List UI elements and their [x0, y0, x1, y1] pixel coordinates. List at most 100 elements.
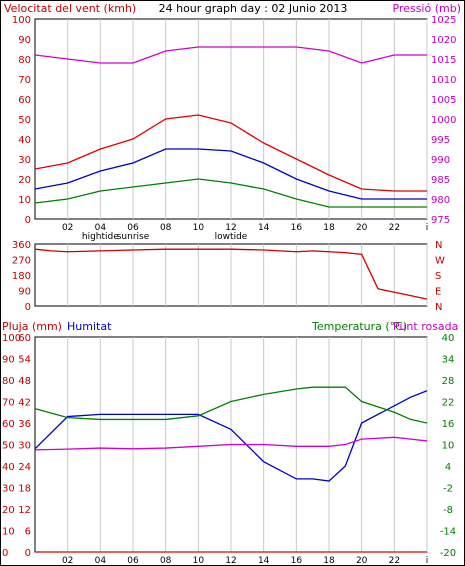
- humidity-y-tick-label: 10: [2, 527, 15, 538]
- wind-y-tick-label: 40: [18, 135, 31, 146]
- wind-y-tick-label: 50: [18, 115, 31, 126]
- temperature-y-tick-label: 16: [442, 419, 455, 430]
- x-tick-label: 20: [356, 223, 368, 233]
- x-tick-label: 12: [225, 223, 236, 233]
- rain-y-tick-label: 30: [18, 441, 31, 452]
- x-tick-label: 04: [95, 556, 107, 566]
- rain-y-tick-label: 54: [18, 355, 31, 366]
- direction-y-tick-label: 90: [18, 287, 31, 298]
- direction-y-tick-label: 270: [12, 256, 31, 267]
- humidity-y-tick-label: 70: [2, 398, 15, 409]
- x-tick-label: 08: [160, 223, 172, 233]
- humidity-y-tick-label: 30: [2, 484, 15, 495]
- x-event-label: hightide: [82, 232, 119, 242]
- pressure-y-tick-label: 1010: [431, 75, 456, 86]
- x-tick-label: 16: [291, 556, 303, 566]
- direction-compass-label: S: [435, 271, 441, 282]
- rain-y-tick-label: 42: [18, 398, 31, 409]
- pressure-y-tick-label: 1025: [431, 15, 456, 26]
- humidity-y-tick-label: 80: [2, 376, 15, 387]
- wind-y-tick-label: 60: [18, 95, 31, 106]
- wind-y-tick-label: 100: [12, 15, 31, 26]
- x-tick-label: 16: [291, 223, 303, 233]
- direction-compass-label: N: [435, 240, 442, 251]
- x-tick-label: 06: [127, 223, 139, 233]
- humidity-y-tick-label: 50: [2, 441, 15, 452]
- pressure-y-tick-label: 990: [431, 155, 450, 166]
- pressure-y-tick-label: 1005: [431, 95, 456, 106]
- x-tick-label: 08: [160, 556, 172, 566]
- dew-point-line: [34, 436, 428, 451]
- humidity-y-tick-label: 60: [2, 419, 15, 430]
- x-tick-label: i: [426, 223, 429, 233]
- dew-point-axis-title: Punt rosada: [393, 320, 458, 333]
- direction-y-tick-label: 180: [12, 271, 31, 282]
- x-tick-label: 10: [193, 223, 205, 233]
- rain-axis-title: Pluja (mm): [2, 320, 62, 333]
- wind-avg-line: [34, 148, 427, 200]
- wind-max-line: [34, 114, 427, 192]
- x-tick-label: 06: [127, 556, 139, 566]
- direction-compass-label: E: [435, 287, 441, 298]
- direction-y-tick-label: 0: [25, 302, 31, 313]
- rain-y-tick-label: 0: [25, 548, 31, 559]
- x-tick-label: 18: [323, 556, 335, 566]
- wind-y-tick-label: 30: [18, 155, 31, 166]
- wind-y-tick-label: 90: [18, 35, 31, 46]
- x-tick-label: 20: [356, 556, 368, 566]
- temperature-y-tick-label: 40: [442, 333, 455, 344]
- temperature-y-tick-label: -8: [443, 505, 453, 516]
- pressure-y-tick-label: 995: [431, 135, 450, 146]
- x-tick-label: 02: [62, 223, 73, 233]
- direction-compass-label: W: [435, 256, 445, 267]
- temperature-line: [34, 386, 428, 424]
- wind-y-tick-label: 0: [25, 215, 31, 226]
- humidity-y-tick-label: 90: [2, 355, 15, 366]
- pressure-y-tick-label: 1015: [431, 55, 456, 66]
- x-tick-label: 14: [258, 223, 270, 233]
- rain-y-tick-label: 12: [18, 505, 31, 516]
- wind-y-tick-label: 70: [18, 75, 31, 86]
- x-tick-label: 12: [225, 556, 236, 566]
- x-event-label: sunrise: [117, 232, 150, 242]
- temperature-y-tick-label: -20: [440, 548, 456, 559]
- rain-y-tick-label: 18: [18, 484, 31, 495]
- wind-axis-title: Velocitat del vent (kmh): [4, 2, 136, 15]
- pressure-y-tick-label: 980: [431, 195, 450, 206]
- temperature-y-tick-label: 34: [442, 355, 455, 366]
- humidity-y-tick-label: 100: [2, 333, 21, 344]
- x-tick-label: i: [426, 556, 429, 566]
- x-tick-label: 10: [193, 556, 205, 566]
- x-event-label: lowtide: [215, 232, 248, 242]
- rain-y-tick-label: 48: [18, 376, 31, 387]
- rain-y-tick-label: 36: [18, 419, 31, 430]
- wind-direction-line: [34, 248, 428, 300]
- x-tick-label: 22: [389, 223, 400, 233]
- humidity-axis-title: Humitat: [67, 320, 112, 333]
- wind-y-tick-label: 80: [18, 55, 31, 66]
- wind-min-line: [34, 178, 427, 208]
- wind-y-tick-label: 10: [18, 195, 31, 206]
- temperature-axis-title: Temperatura (°C): [311, 320, 407, 333]
- pressure-axis-title: Pressió (mb): [392, 2, 461, 15]
- pressure-y-tick-label: 985: [431, 175, 450, 186]
- humidity-y-tick-label: 40: [2, 462, 15, 473]
- pressure-y-tick-label: 1000: [431, 115, 456, 126]
- temperature-y-tick-label: 10: [442, 441, 455, 452]
- humidity-line: [34, 390, 428, 482]
- humidity-y-tick-label: 20: [2, 505, 15, 516]
- x-tick-label: 14: [258, 556, 270, 566]
- temperature-y-tick-label: -14: [440, 527, 456, 538]
- temperature-y-tick-label: 28: [442, 376, 455, 387]
- x-tick-label: 02: [62, 556, 73, 566]
- x-tick-label: 22: [389, 556, 400, 566]
- rain-y-tick-label: 6: [25, 527, 31, 538]
- temperature-y-tick-label: -2: [443, 484, 453, 495]
- direction-y-tick-label: 360: [12, 240, 31, 251]
- pressure-line: [34, 46, 427, 64]
- temperature-y-tick-label: 4: [445, 462, 451, 473]
- wind-y-tick-label: 20: [18, 175, 31, 186]
